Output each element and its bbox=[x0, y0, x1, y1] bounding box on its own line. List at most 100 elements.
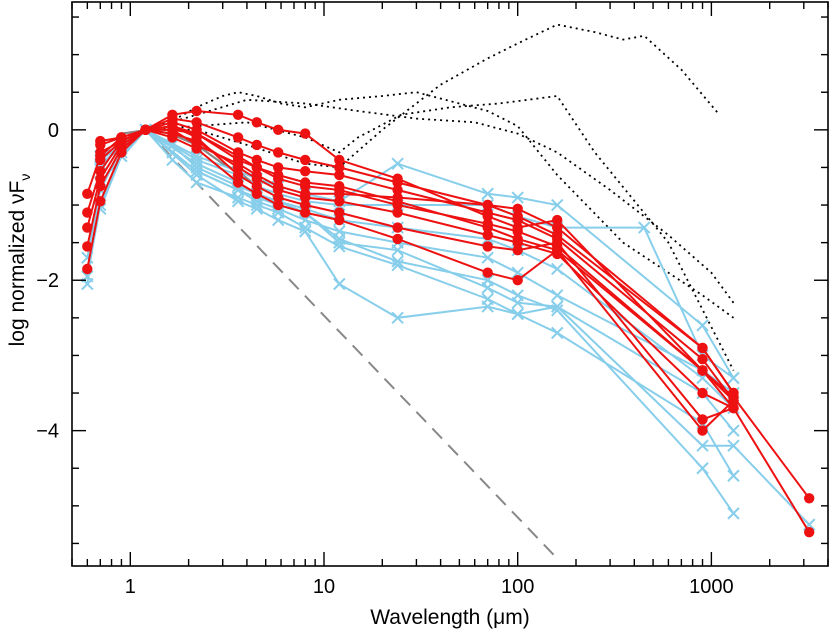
red-point-marker bbox=[512, 245, 523, 256]
red-point-marker bbox=[300, 166, 311, 177]
red-point-marker bbox=[334, 207, 345, 218]
blue-point-marker bbox=[696, 439, 709, 452]
blue-point-marker bbox=[511, 307, 524, 321]
red-point-marker bbox=[82, 263, 93, 275]
blue-point-marker bbox=[727, 507, 740, 520]
y-tick-label: −2 bbox=[36, 270, 59, 292]
blue-point-marker bbox=[727, 469, 740, 482]
blue-point-marker bbox=[727, 371, 740, 385]
red-point-marker bbox=[392, 196, 403, 207]
red-point-marker bbox=[232, 169, 244, 181]
red-point-marker bbox=[804, 493, 815, 504]
red-point-marker bbox=[334, 169, 345, 181]
blue-series-line bbox=[99, 128, 735, 409]
red-point-marker bbox=[512, 233, 523, 245]
blue-point-marker bbox=[231, 195, 245, 208]
blue-point-marker bbox=[250, 202, 264, 216]
red-point-marker bbox=[251, 162, 262, 173]
red-point-marker bbox=[167, 120, 178, 132]
red-point-marker bbox=[251, 139, 262, 151]
red-point-marker bbox=[232, 132, 244, 143]
red-point-marker bbox=[334, 162, 345, 173]
x-tick-label: 10 bbox=[313, 576, 335, 598]
blue-point-marker bbox=[333, 232, 346, 246]
red-point-marker bbox=[697, 354, 708, 365]
blue-point-marker bbox=[551, 289, 564, 302]
red-point-marker bbox=[300, 177, 311, 188]
dotted-series-4 bbox=[145, 23, 721, 169]
red-point-marker bbox=[273, 181, 284, 192]
blue-point-marker bbox=[696, 319, 709, 332]
red-point-marker bbox=[300, 188, 311, 199]
red-point-marker bbox=[482, 229, 493, 241]
plot-frame bbox=[71, 1, 829, 567]
red-point-marker bbox=[251, 154, 262, 166]
red-point-marker bbox=[552, 222, 563, 233]
red-point-marker bbox=[273, 169, 284, 181]
red-point-marker bbox=[804, 527, 815, 538]
red-point-marker bbox=[82, 241, 93, 252]
red-point-marker bbox=[167, 132, 178, 143]
red-point-marker bbox=[482, 241, 493, 252]
red-point-marker bbox=[95, 135, 106, 147]
blue-series-line bbox=[99, 128, 735, 477]
y-tick-label: −4 bbox=[36, 421, 59, 443]
blue-point-marker bbox=[551, 300, 564, 313]
red-point-marker bbox=[392, 184, 403, 196]
blue-point-marker bbox=[333, 236, 346, 249]
blue-point-marker bbox=[727, 439, 740, 452]
red-point-marker bbox=[552, 237, 563, 248]
red-point-marker bbox=[512, 275, 523, 286]
red-series-line bbox=[86, 128, 811, 533]
blue-point-marker bbox=[481, 300, 494, 313]
blue-point-marker bbox=[803, 518, 816, 531]
blue-point-marker bbox=[391, 311, 404, 325]
blue-series-line bbox=[86, 128, 810, 526]
y-axis-title: log normalized νFν bbox=[6, 174, 33, 347]
red-point-marker bbox=[728, 387, 739, 399]
blue-point-marker bbox=[299, 225, 312, 238]
red-point-marker bbox=[512, 211, 523, 222]
blue-point-marker bbox=[333, 277, 346, 291]
blue-point-marker bbox=[391, 157, 404, 170]
red-point-marker bbox=[697, 365, 708, 376]
red-point-marker bbox=[232, 177, 244, 188]
blue-point-marker bbox=[190, 164, 203, 178]
red-point-marker bbox=[392, 177, 403, 188]
red-point-marker bbox=[697, 342, 708, 354]
red-point-marker bbox=[697, 425, 708, 436]
red-point-marker bbox=[334, 181, 345, 192]
red-point-marker bbox=[232, 151, 244, 162]
blue-point-marker bbox=[271, 213, 285, 227]
blue-series-line bbox=[99, 128, 735, 379]
red-series-9 bbox=[95, 120, 739, 406]
x-tick-label: 1000 bbox=[689, 576, 734, 598]
red-point-marker bbox=[191, 128, 202, 139]
blue-point-marker bbox=[481, 274, 494, 287]
blue-point-marker bbox=[481, 251, 494, 264]
red-series-line bbox=[99, 128, 735, 394]
blue-point-marker bbox=[511, 191, 524, 204]
blue-point-marker bbox=[696, 462, 709, 475]
blue-point-marker bbox=[511, 289, 524, 302]
red-point-marker bbox=[232, 109, 244, 121]
red-point-marker bbox=[232, 158, 244, 169]
axis-ticks: 1 10 100 1000 0 −2 −4 bbox=[36, 2, 829, 598]
red-point-marker bbox=[300, 199, 311, 211]
red-point-marker bbox=[697, 387, 708, 399]
red-point-marker bbox=[392, 207, 403, 218]
blue-point-marker bbox=[727, 424, 740, 437]
blue-point-marker bbox=[190, 168, 203, 182]
series-layer bbox=[81, 23, 816, 560]
red-point-marker bbox=[334, 188, 345, 199]
red-point-marker bbox=[191, 117, 202, 128]
blue-point-marker bbox=[299, 221, 312, 234]
dashed-reference-line bbox=[144, 129, 558, 560]
red-point-marker bbox=[482, 207, 493, 218]
red-point-marker bbox=[251, 117, 262, 128]
red-series-line bbox=[100, 125, 735, 402]
blue-point-marker bbox=[391, 255, 404, 268]
red-point-marker bbox=[273, 162, 284, 173]
blue-point-marker bbox=[638, 221, 651, 234]
